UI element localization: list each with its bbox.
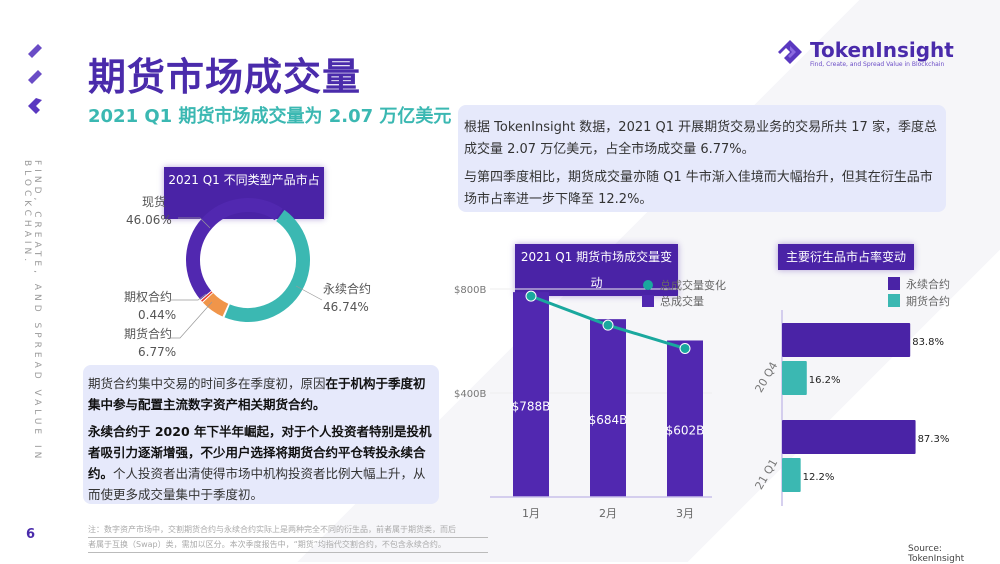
bar-value-label: 12.2% <box>803 472 835 483</box>
y-tick-label: $400B <box>454 389 486 400</box>
bar <box>513 292 549 497</box>
footnote-line1: 注：数字资产市场中，交割期货合约与永续合约实际上是两种完全不同的衍生品，前者属于… <box>88 523 488 538</box>
bar-value-label: $684B <box>589 413 628 427</box>
side-tagline: FIND, CREATE, AND SPREAD VALUE IN BLOCKC… <box>22 160 42 463</box>
page-title: 期货市场成交量 <box>88 55 362 99</box>
share-chart-title: 主要衍生品市占率变动 <box>778 244 914 270</box>
source: Source: TokenInsight <box>908 544 965 564</box>
bar <box>590 319 626 497</box>
page-number: 6 <box>26 527 36 542</box>
trend-point <box>679 342 691 354</box>
footnote-line2: 者属于互换（Swap）类，需加以区分。本次季度报告中，“期货”均指代交割合约，不… <box>88 538 488 553</box>
x-tick-label: 3月 <box>676 507 694 520</box>
leader-line <box>295 285 323 301</box>
analysis-p1-normal: 期货合约集中交易的时间多在季度初，原因 <box>88 376 326 391</box>
category-label: 20 Q4 <box>753 360 781 395</box>
legend-bar-marker <box>642 295 654 307</box>
legend-label: 永续合约 <box>906 277 950 291</box>
legend-label: 期货合约 <box>906 294 950 308</box>
analysis-p2-normal: 个人投资者出清使得市场中机构投资者比例大幅上升，从而使更多成交量集中于季度初。 <box>88 466 426 502</box>
logo-tagline: Find, Create, and Spread Value in Blockc… <box>810 60 945 68</box>
bar <box>782 458 801 492</box>
donut-slice <box>201 291 213 302</box>
tokeninsight-logo-icon <box>778 40 802 64</box>
bar-value-label: 87.3% <box>918 434 950 445</box>
bar-value-label: $602B <box>666 424 705 438</box>
label-options: 期权合约 0.44% <box>124 290 177 322</box>
summary-box: 根据 TokenInsight 数据，2021 Q1 开展期货交易业务的交易所共… <box>458 105 946 212</box>
donut-slice <box>224 209 310 322</box>
summary-p1: 根据 TokenInsight 数据，2021 Q1 开展期货交易业务的交易所共… <box>464 120 937 157</box>
legend-label: 总成交量 <box>660 294 704 308</box>
footnote: 注：数字资产市场中，交割期货合约与永续合约实际上是两种完全不同的衍生品，前者属于… <box>88 523 488 553</box>
x-tick-label: 1月 <box>522 507 540 520</box>
leader-line <box>170 301 213 339</box>
label-spot: 现货 46.06% <box>126 195 172 227</box>
donut-slice <box>202 292 229 317</box>
label-futures: 期货合约 6.77% <box>124 327 177 359</box>
donut-slice <box>186 198 283 300</box>
x-tick-label: 2月 <box>599 507 617 520</box>
leader-line <box>170 293 207 301</box>
trend-point <box>602 319 614 331</box>
summary-p2: 与第四季度相比，期货成交量亦随 Q1 牛市渐入佳境而大幅抬升，但其在衍生品市场市… <box>464 170 933 207</box>
logo-name: TokenInsight <box>810 37 954 62</box>
legend-marker <box>888 294 900 307</box>
category-label: 21 Q1 <box>753 457 781 492</box>
logo: TokenInsight Find, Create, and Spread Va… <box>776 38 954 68</box>
trend-point <box>525 290 537 302</box>
decoration-chevrons-icon <box>28 44 42 114</box>
bar-value-label: $788B <box>512 400 551 414</box>
bar-value-label: 16.2% <box>809 375 841 386</box>
bar <box>782 420 916 454</box>
analysis-box: 期货合约集中交易的时间多在季度初，原因在于机构于季度初集中参与配置主流数字资产相… <box>83 365 439 504</box>
bar <box>667 340 703 497</box>
page-subtitle: 2021 Q1 期货市场成交量为 2.07 万亿美元 <box>88 106 452 127</box>
bar <box>782 361 807 395</box>
y-tick-label: $800B <box>454 285 486 296</box>
donut-chart <box>170 198 323 339</box>
analysis-p1-bold: 在于机构于季度初集中参与配置主流数字资产相关期货合约。 <box>88 376 426 412</box>
label-perpetual: 永续合约 46.74% <box>323 282 372 314</box>
bar <box>782 323 911 357</box>
volume-bar-chart: $400B $800B $788B 1月 $684B 2月 $602B 3月 总成交量变化总成交… <box>454 278 726 520</box>
analysis-p2-bold: 永续合约于 2020 年下半年崛起，对于个人投资者特别是投机者吸引力逐渐增强，不… <box>88 424 432 481</box>
leader-line <box>178 217 211 229</box>
bar-value-label: 83.8% <box>912 337 944 348</box>
legend-marker <box>888 277 900 290</box>
legend-label: 总成交量变化 <box>660 278 726 292</box>
legend-line-marker <box>643 280 653 290</box>
